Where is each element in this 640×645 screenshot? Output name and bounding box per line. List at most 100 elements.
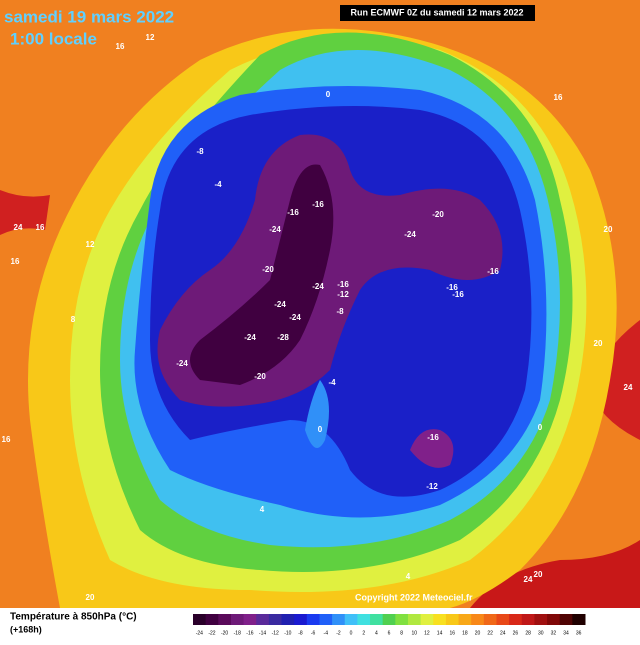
contour-label: -16 bbox=[287, 208, 299, 217]
contour-label: 16 bbox=[2, 435, 11, 444]
contour-label: 0 bbox=[326, 90, 331, 99]
lead-time: (+168h) bbox=[10, 624, 42, 634]
contour-label: -24 bbox=[289, 313, 301, 322]
color-swatch bbox=[205, 614, 219, 625]
contour-label: 16 bbox=[36, 223, 45, 232]
contour-label: 20 bbox=[86, 593, 95, 602]
color-swatch bbox=[382, 614, 396, 625]
color-swatch bbox=[395, 614, 409, 625]
contour-label: -24 bbox=[176, 359, 188, 368]
contour-label: -12 bbox=[426, 482, 438, 491]
colorbar-tick-label: -12 bbox=[272, 630, 279, 636]
contour-label: -16 bbox=[337, 280, 349, 289]
colorbar-tick-label: 8 bbox=[400, 630, 403, 636]
color-swatch bbox=[357, 614, 371, 625]
color-swatch bbox=[332, 614, 346, 625]
contour-label: -8 bbox=[196, 147, 204, 156]
color-swatch bbox=[483, 614, 497, 625]
colorbar-tick-label: -10 bbox=[284, 630, 291, 636]
color-swatch bbox=[407, 614, 422, 625]
color-swatch bbox=[458, 614, 472, 625]
color-swatch bbox=[420, 614, 434, 625]
color-swatch bbox=[572, 614, 586, 625]
contour-label: 16 bbox=[116, 42, 125, 51]
contour-label: 0 bbox=[538, 423, 543, 432]
contour-label: -16 bbox=[446, 283, 458, 292]
contour-label: 4 bbox=[406, 572, 411, 581]
contour-label: 8 bbox=[71, 315, 76, 324]
color-swatch bbox=[268, 614, 283, 625]
colorbar-tick-label: 0 bbox=[350, 630, 353, 636]
run: Run ECMWF 0Z du samedi 12 mars 2022 bbox=[350, 7, 523, 17]
warm-area bbox=[0, 190, 50, 235]
contour-label: -12 bbox=[337, 290, 349, 299]
color-swatch bbox=[230, 614, 245, 625]
colorbar-tick-label: 22 bbox=[487, 630, 493, 636]
color-swatch bbox=[218, 614, 232, 625]
contour-label: 12 bbox=[86, 240, 95, 249]
color-swatch bbox=[370, 614, 384, 625]
colorbar-tick-label: 36 bbox=[576, 630, 582, 636]
colorbar-tick-label: 30 bbox=[538, 630, 544, 636]
color-swatch bbox=[559, 614, 573, 625]
color-swatch bbox=[496, 614, 510, 625]
color-swatch bbox=[294, 614, 308, 625]
contour-labels: 0-8-4-16-16-20-24-24-20-24 -16-12-24-24-8… bbox=[2, 33, 633, 602]
color-swatch bbox=[547, 614, 561, 625]
color-swatch bbox=[256, 614, 270, 625]
colorbar-tick-label: 16 bbox=[449, 630, 455, 636]
colorbar-tick-label: -16 bbox=[246, 630, 253, 636]
color-swatch bbox=[445, 614, 460, 625]
colorbar-tick-label: -8 bbox=[298, 630, 303, 636]
colorbar-tick-label: -24 bbox=[196, 630, 203, 636]
contour-label: -24 bbox=[404, 230, 416, 239]
date: samedi 19 mars 2022 bbox=[4, 7, 174, 26]
sea bbox=[305, 380, 329, 448]
colorbar-tick-label: 2 bbox=[362, 630, 365, 636]
contour-label: -4 bbox=[328, 378, 336, 387]
colorbar-tick-label: 20 bbox=[475, 630, 481, 636]
contour-label: 24 bbox=[14, 223, 23, 232]
colorbar-tick-label: 4 bbox=[375, 630, 378, 636]
contour-label: -16 bbox=[452, 290, 464, 299]
color-swatch bbox=[243, 614, 257, 625]
colorbar-tick-label: -6 bbox=[311, 630, 316, 636]
color-swatch bbox=[319, 614, 333, 625]
colorbar-tick-label: -2 bbox=[336, 630, 341, 636]
contour-label: -28 bbox=[277, 333, 289, 342]
contour-label: 24 bbox=[624, 383, 633, 392]
contour-label: 12 bbox=[146, 33, 155, 42]
colorbar-tick-label: -4 bbox=[324, 630, 329, 636]
contour-label: 16 bbox=[554, 93, 563, 102]
contour-label: 24 bbox=[524, 575, 533, 584]
contour-label: -24 bbox=[274, 300, 286, 309]
contour-label: 4 bbox=[260, 505, 265, 514]
contour-label: 20 bbox=[534, 570, 543, 579]
colorbar-tick-label: -22 bbox=[208, 630, 215, 636]
colorbar-tick-label: 12 bbox=[424, 630, 430, 636]
contour-label: 0 bbox=[318, 425, 323, 434]
warm-area bbox=[470, 540, 640, 608]
colorbar-tick-label: 24 bbox=[500, 630, 506, 636]
footer-title: Température à 850hPa (°C) bbox=[10, 612, 137, 623]
cold-core bbox=[190, 164, 334, 385]
contour-label: -24 bbox=[269, 225, 281, 234]
time: 1:00 locale bbox=[10, 29, 97, 48]
contour-label: -8 bbox=[336, 307, 344, 316]
color-swatch bbox=[344, 614, 358, 625]
colorbar-tick-label: 18 bbox=[462, 630, 468, 636]
contour-label: -24 bbox=[312, 282, 324, 291]
color-swatch bbox=[509, 614, 523, 625]
color-swatch bbox=[433, 614, 447, 625]
run-box bbox=[340, 5, 535, 21]
contour-label: -20 bbox=[432, 210, 444, 219]
colorbar-tick-label: 34 bbox=[563, 630, 569, 636]
colorbar-tick-label: -20 bbox=[221, 630, 228, 636]
colorbar-tick-label: 26 bbox=[513, 630, 519, 636]
colorbar-tick-label: 6 bbox=[388, 630, 391, 636]
color-swatch bbox=[306, 614, 320, 625]
colorbar-tick-label: 32 bbox=[551, 630, 557, 636]
colorbar-tick-label: -14 bbox=[259, 630, 266, 636]
